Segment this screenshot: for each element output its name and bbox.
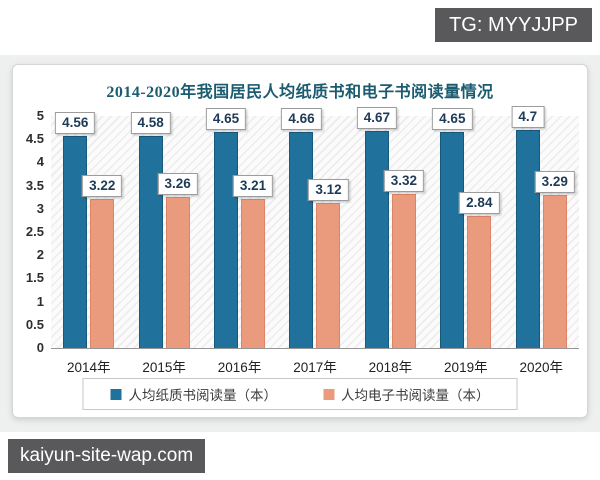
ebook-bar: 3.22 [82,174,123,348]
x-tick-label: 2019年 [444,360,488,375]
bar-value-label: 4.58 [130,111,171,134]
y-tick-label: 3.5 [25,177,44,193]
y-axis: 0 0.5 1 1.5 2 2.5 3 3.5 4 4.5 5 [13,109,44,355]
watermark-telegram-badge: TG: MYYJJPP [435,8,592,42]
y-tick-label: 5 [36,108,44,123]
bar-group: 4.66 3.12 [277,107,352,348]
y-tick-label: 4 [36,154,44,170]
y-tick-label: 2 [36,247,44,263]
bar-group: 4.58 3.26 [126,111,201,348]
y-tick-label: 1.5 [25,270,44,286]
paper-book-bar: 4.7 [511,105,545,348]
ebook-bar: 2.84 [459,192,500,348]
bar-value-label: 4.67 [356,107,398,130]
paper-book-bar: 4.65 [432,108,473,348]
x-tick-label: 2020年 [519,360,564,375]
y-tick-label: 2.5 [25,224,44,239]
bar-value-label: 4.65 [205,108,247,131]
paper-book-bar: 4.56 [55,112,96,348]
x-tick-label: 2015年 [142,360,186,375]
legend-item: 人均纸质书阅读量（本） [110,384,278,404]
ebook-bar: 3.26 [157,172,198,348]
x-tick-label: 2014年 [66,360,111,375]
y-tick-label: 1 [36,293,44,309]
x-axis: 2014年 2015年 2016年 2017年 2018年 2019年 2020年 [51,356,579,376]
paper-book-bar: 4.67 [356,107,398,348]
y-tick-label: 4.5 [25,131,44,147]
bar-value-label: 4.65 [432,108,473,131]
legend-swatch [110,388,122,400]
paper-book-bar: 4.58 [130,111,171,348]
plot-area: 4.56 3.22 4.58 3.26 4.65 3.21 4.66 3.12 4.67 3.32… [51,105,579,349]
chart-title: 2014-2020年我国居民人均纸质书和电子书阅读量情况 [106,84,494,101]
bar-group: 4.56 3.22 [51,112,126,348]
bar-value-label: 3.12 [308,179,349,202]
bar-value-label: 2.84 [459,192,500,215]
watermark-site-badge: kaiyun-site-wap.com [8,439,206,473]
bar-value-label: 3.22 [82,174,123,197]
legend: 人均纸质书阅读量（本） 人均电子书阅读量（本） [82,378,518,410]
bar-value-label: 3.21 [232,175,274,198]
x-tick-label: 2016年 [217,360,262,375]
paper-book-bar: 4.66 [281,107,322,348]
bar-group: 4.7 3.29 [504,105,579,348]
x-tick-label: 2018年 [368,360,413,375]
bar-value-label: 4.56 [55,112,96,135]
bar-value-label: 3.26 [157,172,198,195]
legend-item: 人均电子书阅读量（本） [323,384,490,404]
x-tick-label: 2017年 [293,360,337,375]
chart-panel: 2014-2020年我国居民人均纸质书和电子书阅读量情况 0 0.5 1 1.5 2 2.… [12,64,588,418]
y-tick-label: 0.5 [25,316,44,332]
legend-label: 人均纸质书阅读量（本） [128,388,278,403]
legend-label: 人均电子书阅读量（本） [341,388,490,403]
bar-group: 4.67 3.32 [353,107,428,348]
ebook-bar: 3.29 [534,171,575,348]
bar-group: 4.65 3.21 [202,108,277,348]
y-tick-label: 0 [36,340,44,355]
bar-value-label: 3.29 [534,171,575,194]
ebook-bar: 3.21 [232,175,274,348]
ebook-bar: 3.12 [308,179,349,348]
legend-swatch [323,388,334,400]
bar-groups: 4.56 3.22 4.58 3.26 4.65 3.21 4.66 3.12 4.67 3.32… [51,105,579,348]
paper-book-bar: 4.65 [205,108,247,348]
bar-value-label: 4.7 [511,105,545,128]
y-tick-label: 3 [36,200,44,216]
bar-group: 4.65 2.84 [428,108,503,348]
ebook-bar: 3.32 [383,169,425,348]
bar-value-label: 4.66 [281,107,322,130]
bar-value-label: 3.32 [383,169,425,192]
